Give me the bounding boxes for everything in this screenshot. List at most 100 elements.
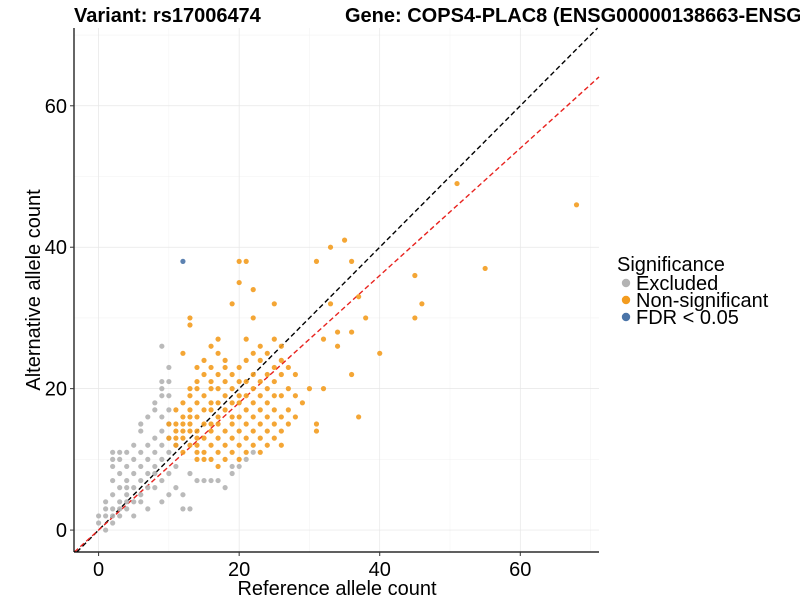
point-non-significant	[215, 449, 221, 455]
point-non-significant	[278, 414, 284, 420]
point-non-significant	[215, 386, 221, 392]
point-non-significant	[201, 421, 207, 427]
point-excluded	[159, 386, 165, 392]
point-non-significant	[320, 336, 327, 342]
point-non-significant	[236, 456, 242, 462]
point-non-significant	[250, 386, 256, 392]
point-non-significant	[229, 371, 235, 378]
point-excluded	[236, 463, 242, 470]
point-non-significant	[356, 414, 362, 420]
point-non-significant	[236, 393, 242, 399]
point-non-significant	[187, 414, 193, 420]
point-non-significant	[180, 414, 186, 420]
y-tick-label: 0	[56, 520, 67, 542]
point-excluded	[159, 414, 165, 420]
point-non-significant	[173, 435, 179, 441]
point-excluded	[117, 449, 123, 455]
point-non-significant	[243, 407, 249, 413]
point-non-significant	[222, 357, 228, 363]
legend-label: Non-significant	[636, 290, 769, 312]
point-non-significant	[236, 400, 242, 406]
point-non-significant	[180, 421, 186, 427]
point-non-significant	[243, 258, 249, 264]
point-non-significant	[180, 400, 186, 406]
point-non-significant	[285, 407, 291, 413]
point-non-significant	[208, 343, 214, 349]
y-tick-label: 20	[45, 379, 67, 401]
point-excluded	[152, 485, 158, 491]
point-non-significant	[419, 301, 425, 307]
point-excluded	[138, 428, 144, 434]
point-non-significant	[229, 449, 235, 455]
point-non-significant	[215, 463, 221, 470]
point-excluded	[138, 477, 144, 484]
point-non-significant	[306, 386, 313, 392]
point-non-significant	[264, 386, 270, 392]
point-excluded	[124, 499, 130, 505]
grid	[74, 28, 599, 552]
point-excluded	[124, 477, 130, 484]
point-non-significant	[299, 400, 306, 406]
point-non-significant	[201, 393, 207, 399]
point-non-significant	[292, 414, 298, 420]
point-non-significant	[313, 428, 320, 434]
point-excluded	[145, 442, 151, 448]
point-non-significant	[180, 428, 186, 434]
point-excluded	[159, 456, 165, 462]
point-non-significant	[187, 322, 193, 328]
point-non-significant	[349, 258, 355, 264]
point-non-significant	[243, 336, 249, 342]
point-excluded	[110, 456, 116, 462]
point-excluded	[208, 477, 214, 484]
point-non-significant	[264, 400, 270, 406]
point-excluded	[173, 463, 179, 470]
point-excluded	[124, 506, 130, 512]
point-non-significant	[243, 421, 249, 427]
point-excluded	[159, 378, 165, 385]
point-non-significant	[264, 428, 270, 434]
point-excluded	[145, 506, 151, 512]
point-excluded	[110, 492, 116, 498]
point-non-significant	[278, 357, 284, 363]
point-non-significant	[166, 421, 172, 427]
y-tick-label: 40	[45, 237, 67, 259]
point-excluded	[187, 470, 193, 477]
point-non-significant	[236, 428, 242, 434]
chart-title-variant: Variant: rs17006474	[74, 5, 262, 27]
point-non-significant	[412, 315, 418, 321]
point-excluded	[152, 400, 158, 406]
point-excluded	[95, 513, 102, 519]
point-non-significant	[194, 364, 200, 371]
point-non-significant	[320, 386, 327, 392]
point-non-significant	[292, 393, 298, 399]
point-excluded	[166, 492, 172, 498]
point-non-significant	[229, 435, 235, 441]
point-non-significant	[250, 442, 256, 448]
point-non-significant	[482, 265, 488, 272]
x-tick-label: 60	[509, 559, 531, 581]
point-non-significant	[278, 428, 284, 434]
point-non-significant	[222, 393, 228, 399]
point-excluded	[110, 463, 116, 470]
point-non-significant	[356, 294, 362, 300]
point-excluded	[152, 449, 158, 455]
point-excluded	[103, 499, 109, 505]
point-non-significant	[166, 435, 172, 441]
point-non-significant	[257, 357, 263, 363]
point-non-significant	[271, 364, 277, 371]
point-non-significant	[412, 272, 418, 279]
point-non-significant	[180, 449, 186, 455]
legend-label: Excluded	[636, 273, 718, 295]
point-excluded	[250, 449, 256, 455]
point-non-significant	[264, 414, 270, 420]
point-non-significant	[208, 400, 214, 406]
point-excluded	[166, 364, 172, 371]
point-excluded	[117, 513, 123, 519]
point-excluded	[131, 470, 137, 477]
point-non-significant	[173, 407, 179, 413]
point-excluded	[229, 463, 235, 470]
point-excluded	[124, 492, 130, 498]
point-excluded	[117, 499, 123, 505]
point-excluded	[138, 492, 144, 498]
